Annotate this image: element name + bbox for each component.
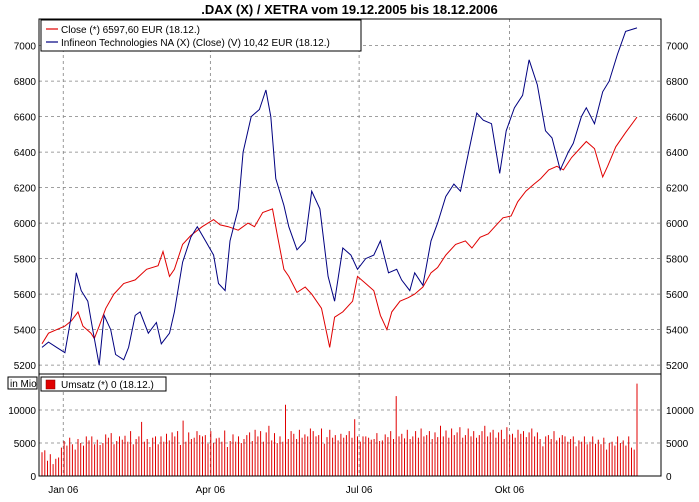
price-tick-left: 7000 [14, 42, 37, 53]
price-tick-left: 6200 [14, 184, 37, 195]
legend-swatch-umsatz [45, 379, 56, 390]
x-tick-label: Okt 06 [495, 485, 525, 496]
price-tick-left: 5200 [14, 361, 37, 372]
price-tick-left: 6600 [14, 113, 37, 124]
volume-tick-right: 5000 [666, 439, 689, 450]
price-legend: Close (*) 6597,60 EUR (18.12.) Infineon … [40, 19, 362, 52]
price-tick-left: 6000 [14, 219, 37, 230]
volume-legend: in Mio Umsatz (*) 0 (18.12.) [7, 376, 167, 392]
volume-unit-label: in Mio [10, 379, 37, 390]
legend-label-umsatz: Umsatz (*) 0 (18.12.) [61, 380, 154, 391]
volume-axis-labels: 0 0 5000 5000 10000 10000 [8, 406, 694, 483]
price-tick-right: 6800 [666, 77, 689, 88]
price-series-group [41, 27, 638, 366]
x-tick-label: Jan 06 [48, 485, 78, 496]
x-axis-labels: Jan 06 Apr 06 Jul 06 Okt 06 [48, 485, 524, 496]
price-tick-left: 5400 [14, 326, 37, 337]
legend-label-infineon: Infineon Technologies NA (X) (Close) (V)… [61, 38, 330, 49]
price-tick-left: 6400 [14, 148, 37, 159]
price-tick-left: 5800 [14, 255, 37, 266]
volume-legend-box [40, 376, 167, 392]
volume-unit-box [7, 376, 38, 390]
volume-panel-frame [38, 373, 662, 477]
x-tick-label: Apr 06 [196, 485, 226, 496]
volume-tick-right: 0 [666, 472, 672, 483]
price-tick-right: 7000 [666, 42, 689, 53]
price-tick-right: 5200 [666, 361, 689, 372]
volume-tick-left: 5000 [14, 439, 37, 450]
legend-label-close: Close (*) 6597,60 EUR (18.12.) [61, 25, 200, 36]
volume-tick-right: 10000 [666, 406, 694, 417]
price-tick-right: 5400 [666, 326, 689, 337]
price-tick-left: 6800 [14, 77, 37, 88]
price-tick-right: 5800 [666, 255, 689, 266]
series-line-infineon [41, 27, 638, 366]
price-tick-right: 6000 [666, 219, 689, 230]
price-tick-right: 6200 [666, 184, 689, 195]
series-line-close [41, 116, 638, 348]
volume-tick-left: 10000 [8, 406, 36, 417]
price-axis-labels: 5200 5200 5400 5400 5600 5600 5800 5800 6000 6000… [14, 42, 689, 373]
price-tick-right: 5600 [666, 290, 689, 301]
x-tick-label: Jul 06 [346, 485, 373, 496]
price-legend-box [40, 19, 362, 52]
price-tick-right: 6600 [666, 113, 689, 124]
volume-tick-left: 0 [30, 472, 36, 483]
volume-bars-group [41, 383, 638, 476]
chart-title: .DAX (X) / XETRA vom 19.12.2005 bis 18.1… [201, 2, 498, 17]
price-tick-left: 5600 [14, 290, 37, 301]
price-tick-right: 6400 [666, 148, 689, 159]
